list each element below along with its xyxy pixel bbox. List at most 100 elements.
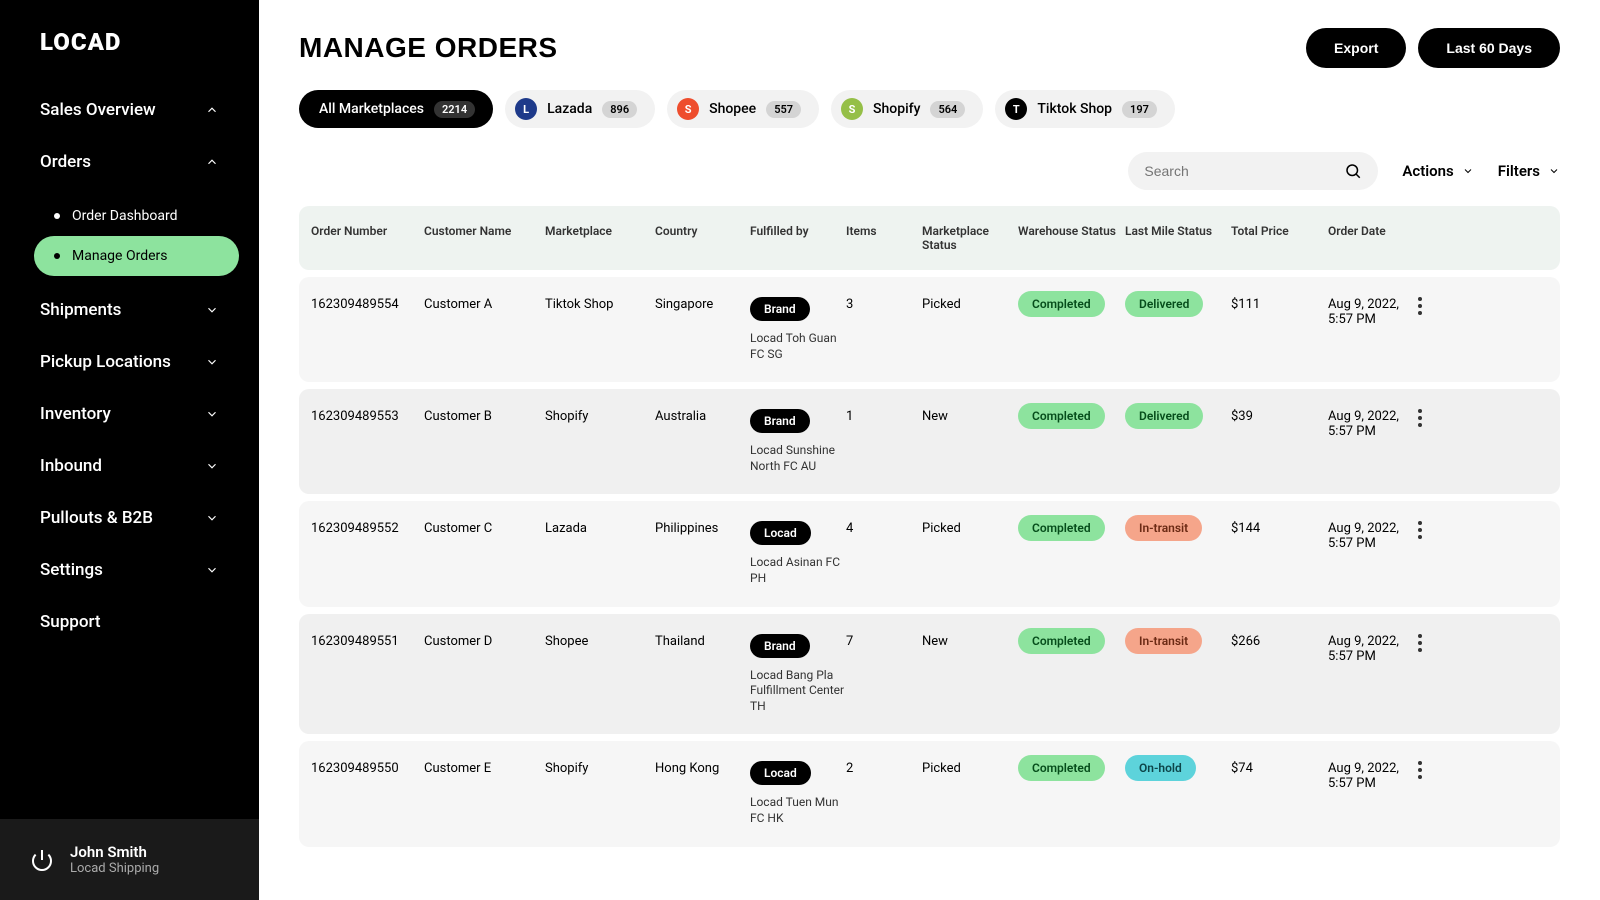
nav-label: Shipments [40, 300, 121, 320]
marketplace-tab[interactable]: TTiktok Shop197 [995, 90, 1175, 128]
cell-marketplace: Tiktok Shop [545, 297, 655, 312]
cell-customer: Customer B [424, 409, 545, 424]
cell-fulfilled: LocadLocad Asinan FC PH [750, 521, 846, 586]
status-badge: In-transit [1125, 515, 1202, 541]
filters-dropdown[interactable]: Filters [1498, 162, 1560, 180]
date-range-button[interactable]: Last 60 Days [1418, 28, 1560, 68]
cell-marketplace: Lazada [545, 521, 655, 536]
cell-items: 4 [846, 521, 922, 536]
marketplace-icon: T [1005, 98, 1027, 120]
power-icon[interactable] [30, 848, 54, 872]
cell-lm-status: Delivered [1125, 297, 1231, 312]
fc-name: Locad Toh Guan FC SG [750, 331, 846, 362]
table-body: 162309489554Customer ATiktok ShopSingapo… [299, 277, 1560, 847]
status-badge: Delivered [1125, 403, 1203, 429]
cell-price: $144 [1231, 521, 1328, 536]
nav-label: Orders [40, 152, 91, 172]
status-badge: Delivered [1125, 291, 1203, 317]
row-actions-button[interactable] [1410, 761, 1430, 779]
chevron-up-icon [205, 155, 219, 169]
row-actions-button[interactable] [1410, 297, 1430, 315]
cell-lm-status: Delivered [1125, 409, 1231, 424]
marketplace-tab[interactable]: LLazada896 [505, 90, 655, 128]
user-company: Locad Shipping [70, 861, 159, 876]
logo: LOCAD [0, 0, 259, 84]
actions-dropdown[interactable]: Actions [1402, 162, 1473, 180]
table-row[interactable]: 162309489551Customer DShopeeThailandBran… [299, 614, 1560, 735]
column-header[interactable]: Warehouse Status [1018, 224, 1125, 252]
nav-item-pullouts[interactable]: Pullouts & B2B [20, 492, 239, 544]
nav-item-settings[interactable]: Settings [20, 544, 239, 596]
sidebar-item-manage-orders[interactable]: Manage Orders [34, 236, 239, 276]
nav-item-orders[interactable]: Orders [20, 136, 239, 188]
cell-items: 2 [846, 761, 922, 776]
table-row[interactable]: 162309489554Customer ATiktok ShopSingapo… [299, 277, 1560, 382]
cell-lm-status: In-transit [1125, 634, 1231, 649]
marketplace-tab[interactable]: SShopee557 [667, 90, 819, 128]
marketplace-label: Tiktok Shop [1037, 101, 1112, 117]
nav-item-inbound[interactable]: Inbound [20, 440, 239, 492]
chevron-down-icon [205, 407, 219, 421]
marketplace-tab[interactable]: All Marketplaces2214 [299, 90, 493, 128]
nav-label: Sales Overview [40, 100, 156, 120]
column-header[interactable]: Order Date [1328, 224, 1410, 252]
row-actions-button[interactable] [1410, 409, 1430, 427]
cell-mp-status: New [922, 634, 1018, 649]
row-actions-button[interactable] [1410, 634, 1430, 652]
chevron-down-icon [205, 563, 219, 577]
nav-item-shipments[interactable]: Shipments [20, 284, 239, 336]
cell-customer: Customer D [424, 634, 545, 649]
column-header[interactable]: Total Price [1231, 224, 1328, 252]
column-header[interactable]: Last Mile Status [1125, 224, 1231, 252]
brand-pill: Brand [750, 409, 810, 433]
sidebar-item-order-dashboard[interactable]: Order Dashboard [34, 196, 239, 236]
search-input[interactable] [1144, 163, 1344, 179]
status-badge: Completed [1018, 628, 1105, 654]
orders-submenu: Order Dashboard Manage Orders [20, 188, 239, 284]
cell-order-number: 162309489551 [311, 634, 424, 649]
column-header[interactable]: Fulfilled by [750, 224, 846, 252]
cell-marketplace: Shopify [545, 761, 655, 776]
marketplace-icon: S [677, 98, 699, 120]
cell-wh-status: Completed [1018, 634, 1125, 649]
marketplace-count: 2214 [434, 101, 475, 118]
marketplace-label: Lazada [547, 101, 592, 117]
marketplace-label: Shopify [873, 101, 920, 117]
table-row[interactable]: 162309489552Customer CLazadaPhilippinesL… [299, 501, 1560, 606]
row-actions-button[interactable] [1410, 521, 1430, 539]
bullet-icon [54, 213, 60, 219]
table-header: Order NumberCustomer NameMarketplaceCoun… [299, 206, 1560, 270]
column-header[interactable]: Country [655, 224, 750, 252]
cell-items: 3 [846, 297, 922, 312]
nav-item-inventory[interactable]: Inventory [20, 388, 239, 440]
column-header[interactable]: Marketplace [545, 224, 655, 252]
chevron-down-icon [205, 303, 219, 317]
table-row[interactable]: 162309489550Customer EShopifyHong KongLo… [299, 741, 1560, 846]
column-header[interactable]: Items [846, 224, 922, 252]
status-badge: Completed [1018, 755, 1105, 781]
sidebar-footer: John Smith Locad Shipping [0, 819, 259, 900]
sidebar: LOCAD Sales Overview Orders Order Dashbo… [0, 0, 259, 900]
export-button[interactable]: Export [1306, 28, 1406, 68]
marketplace-tab[interactable]: S Shopify 564 [831, 90, 983, 128]
column-header[interactable]: Customer Name [424, 224, 545, 252]
nav: Sales Overview Orders Order Dashboard Ma… [0, 84, 259, 819]
cell-price: $266 [1231, 634, 1328, 649]
cell-country: Hong Kong [655, 761, 750, 776]
orders-table: Order NumberCustomer NameMarketplaceCoun… [299, 206, 1560, 847]
search-box[interactable] [1128, 152, 1378, 190]
column-header[interactable]: Marketplace Status [922, 224, 1018, 252]
nav-item-pickup-locations[interactable]: Pickup Locations [20, 336, 239, 388]
cell-price: $39 [1231, 409, 1328, 424]
cell-items: 1 [846, 409, 922, 424]
cell-customer: Customer E [424, 761, 545, 776]
column-header[interactable]: Order Number [311, 224, 424, 252]
nav-item-sales-overview[interactable]: Sales Overview [20, 84, 239, 136]
chevron-down-icon [205, 511, 219, 525]
nav-item-support[interactable]: Support [20, 596, 239, 648]
table-row[interactable]: 162309489553Customer BShopifyAustraliaBr… [299, 389, 1560, 494]
marketplace-icon: S [841, 98, 863, 120]
marketplace-count: 564 [930, 101, 965, 118]
cell-customer: Customer C [424, 521, 545, 536]
marketplace-count: 557 [766, 101, 801, 118]
